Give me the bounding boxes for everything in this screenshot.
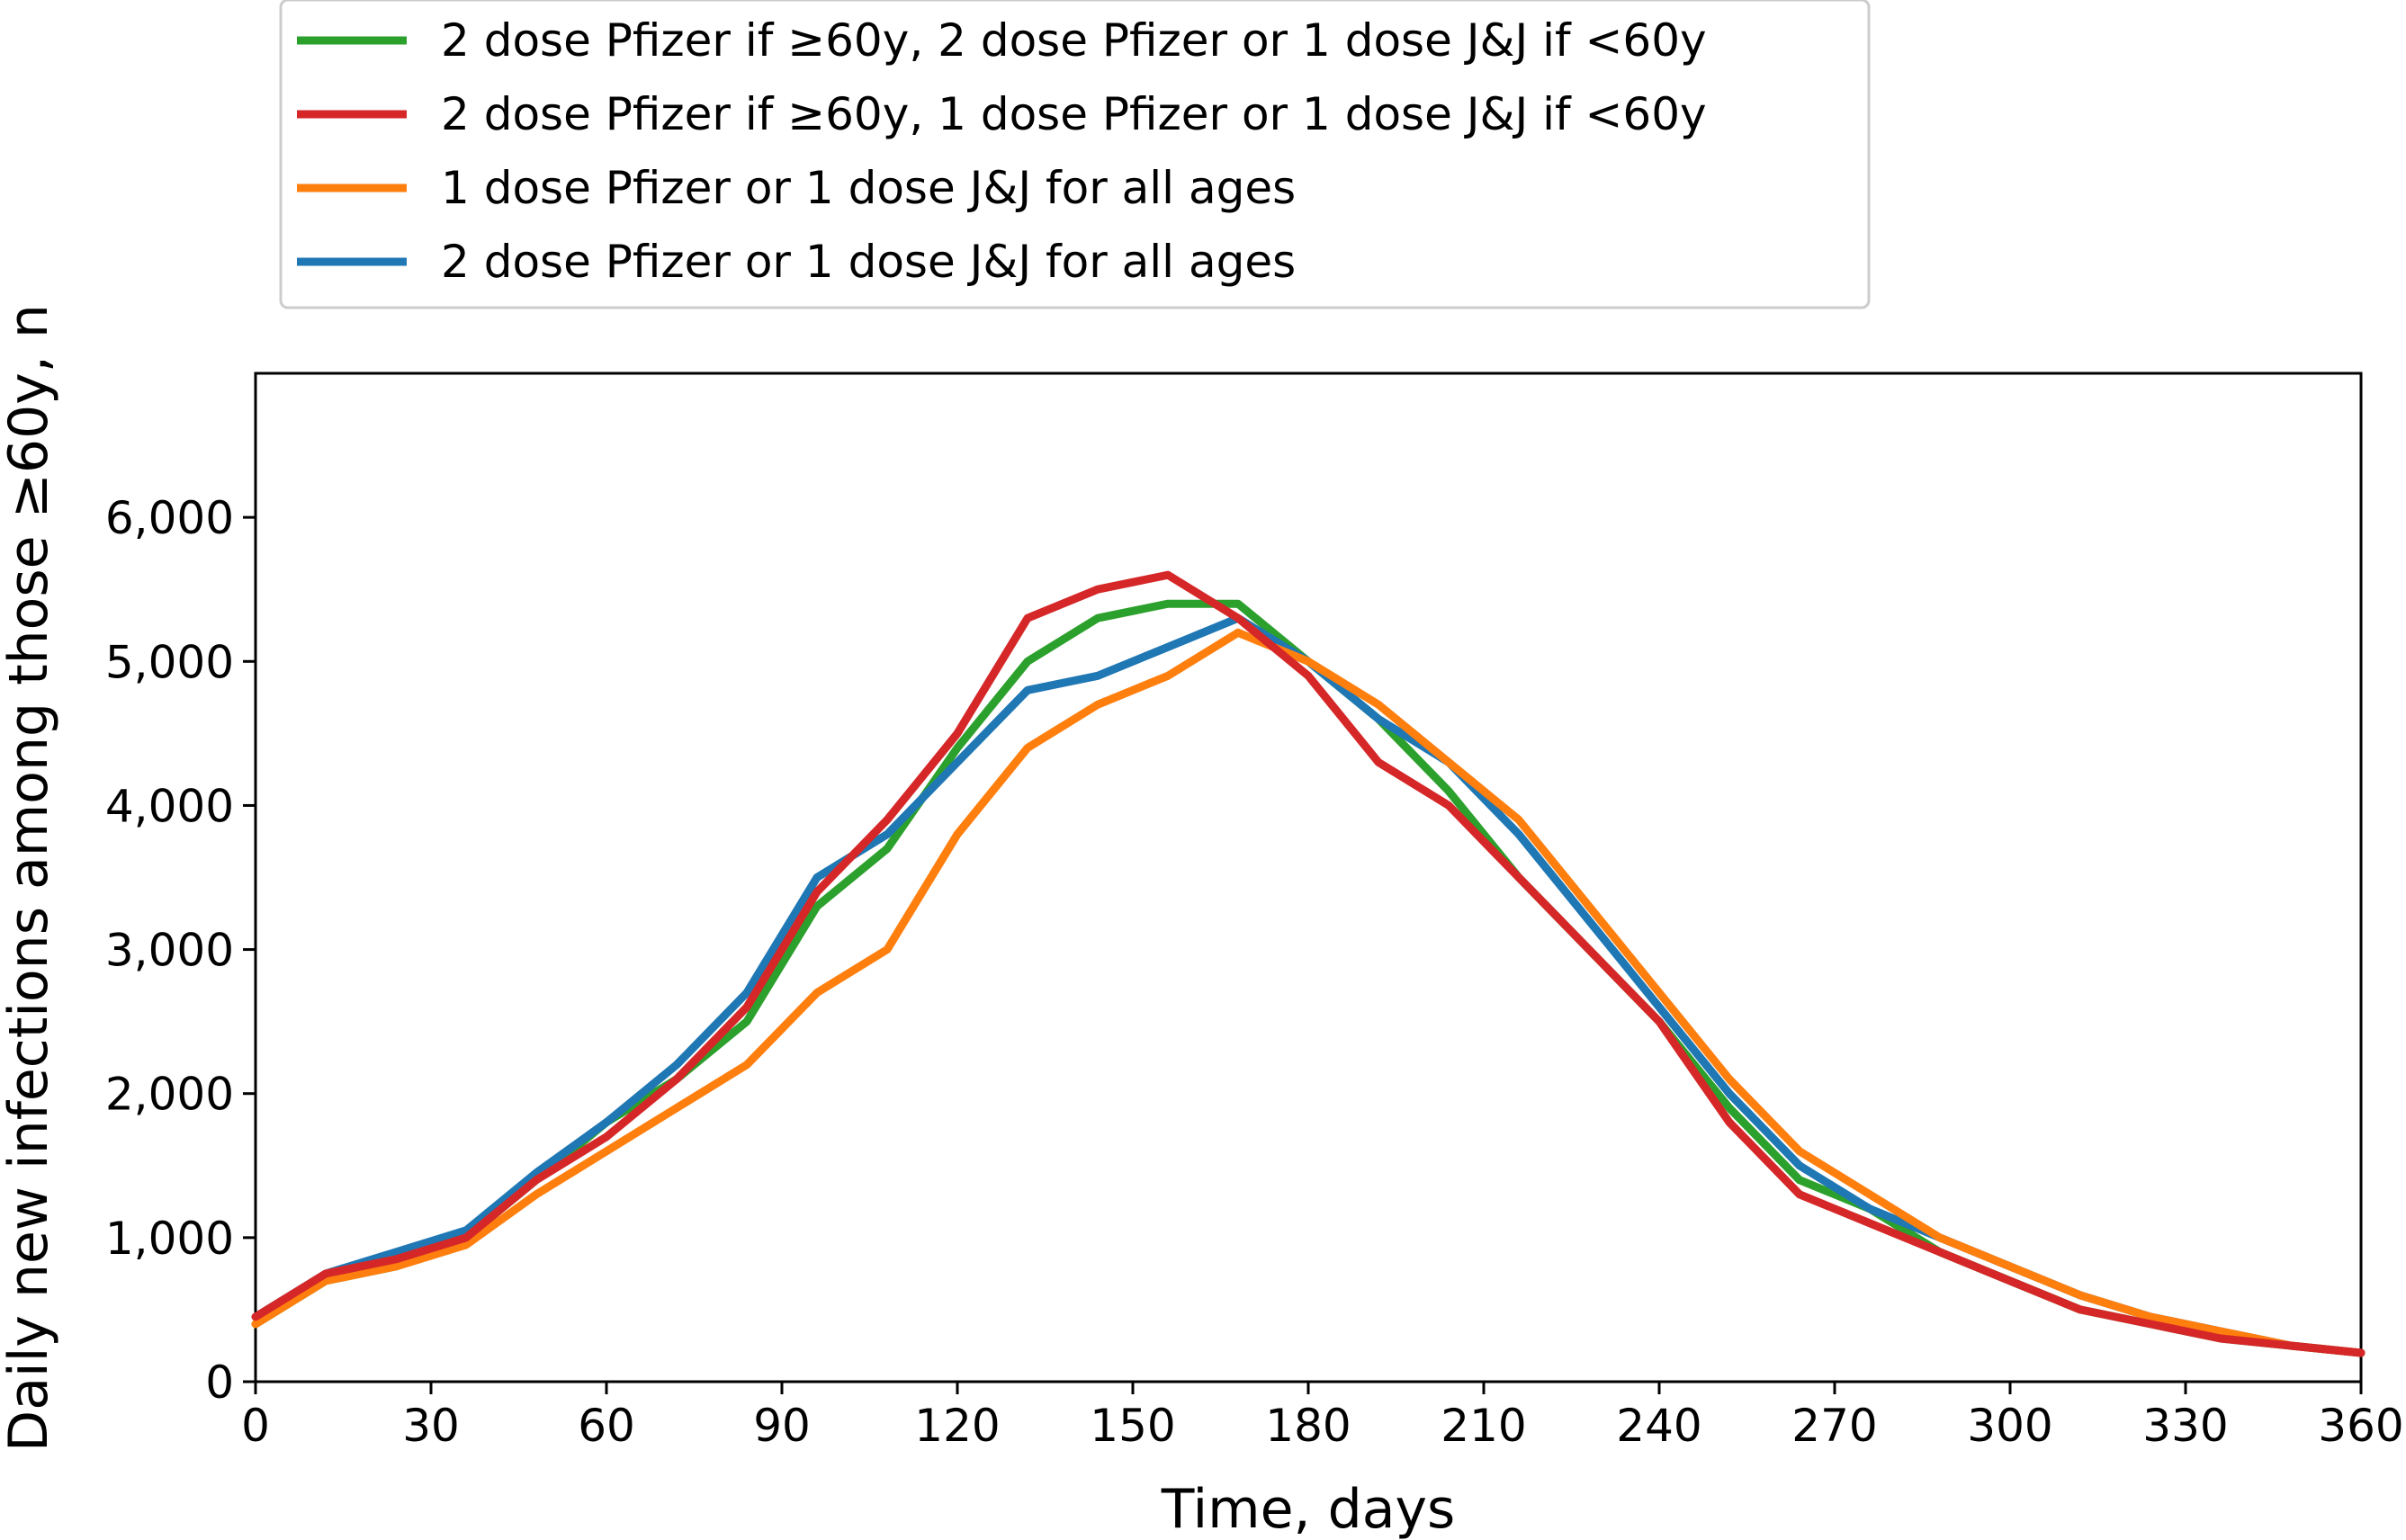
legend-label-1: 2 dose Pfizer if ≥60y, 2 dose Pfizer or … (441, 14, 1707, 67)
y-tick-label: 5,000 (105, 636, 234, 688)
series-line-3 (251, 628, 2366, 1357)
legend-label-2: 2 dose Pfizer if ≥60y, 1 dose Pfizer or … (441, 88, 1707, 140)
series-layer (251, 570, 2366, 1357)
x-tick-label: 60 (578, 1400, 635, 1452)
x-axis: 0 30 60 90 120 150 180 210 240 270 300 330 360 (241, 1382, 2404, 1452)
y-tick-label: 4,000 (105, 780, 234, 832)
legend-label-4: 2 dose Pfizer or 1 dose J&J for all ages (441, 236, 1296, 288)
x-tick-label: 270 (1791, 1400, 1877, 1452)
x-axis-label: Time, days (1161, 1478, 1456, 1540)
legend: 2 dose Pfizer if ≥60y, 2 dose Pfizer or … (279, 0, 1871, 309)
x-tick-label: 360 (2318, 1400, 2403, 1452)
legend-label-3: 1 dose Pfizer or 1 dose J&J for all ages (441, 162, 1296, 214)
x-tick-label: 300 (1967, 1400, 2052, 1452)
y-tick-label: 3,000 (105, 925, 234, 977)
x-tick-label: 210 (1441, 1400, 1526, 1452)
x-tick-label: 120 (914, 1400, 1000, 1452)
x-tick-label: 0 (241, 1400, 270, 1452)
x-tick-label: 240 (1616, 1400, 1701, 1452)
x-tick-label: 150 (1090, 1400, 1175, 1452)
y-axis-label: Daily new infections among those ≥60y, n (0, 304, 60, 1452)
y-tick-label: 6,000 (105, 492, 234, 544)
series-line-2 (251, 570, 2366, 1357)
x-tick-label: 30 (402, 1400, 460, 1452)
x-tick-label: 90 (753, 1400, 811, 1452)
legend-frame (279, 0, 1871, 309)
x-tick-label: 180 (1265, 1400, 1351, 1452)
y-tick-label: 2,000 (105, 1069, 234, 1121)
y-axis: 0 1,000 2,000 3,000 4,000 5,000 6,000 (105, 492, 256, 1409)
y-tick-label: 0 (205, 1356, 234, 1409)
x-tick-label: 330 (2142, 1400, 2228, 1452)
y-tick-label: 1,000 (105, 1213, 234, 1265)
